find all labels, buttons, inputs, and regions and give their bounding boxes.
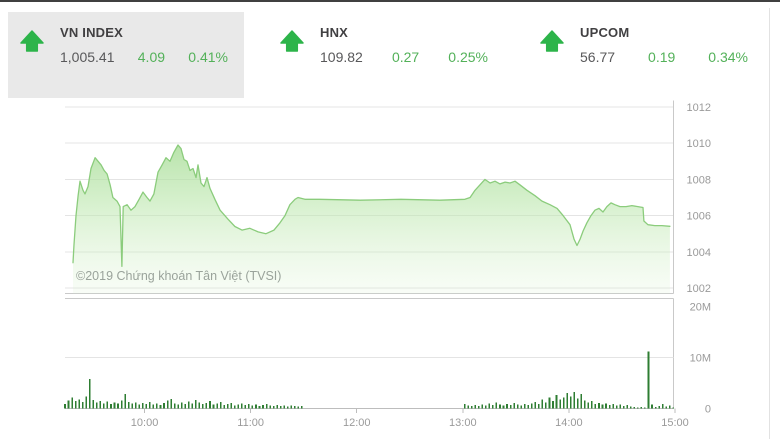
svg-text:1012: 1012	[687, 102, 711, 114]
svg-text:0: 0	[705, 404, 711, 416]
svg-text:13:00: 13:00	[449, 417, 477, 429]
up-arrow-icon	[20, 29, 44, 53]
svg-text:12:00: 12:00	[343, 417, 371, 429]
widget-right-edge	[769, 8, 770, 439]
index-summary-bar: VN INDEX 1,005.41 4.09 0.41% HNX 109.82 …	[8, 12, 764, 98]
svg-text:1006: 1006	[687, 211, 711, 223]
index-panel-upcom[interactable]: UPCOM 56.77 0.19 0.34%	[528, 12, 764, 98]
index-change: 4.09	[137, 49, 166, 65]
svg-text:1010: 1010	[687, 138, 711, 150]
index-name: VN INDEX	[60, 25, 124, 40]
svg-text:1002: 1002	[687, 283, 711, 295]
copyright-watermark: ©2019 Chứng khoán Tân Việt (TVSI)	[76, 269, 281, 283]
index-change: 0.19	[648, 49, 676, 65]
index-value: 56.77	[580, 49, 616, 65]
index-panel-hnx[interactable]: HNX 109.82 0.27 0.25%	[268, 12, 504, 98]
index-change: 0.27	[391, 49, 420, 65]
svg-text:11:00: 11:00	[237, 417, 264, 429]
index-value: 1,005.41	[60, 49, 115, 65]
index-percent: 0.34%	[708, 49, 748, 65]
index-name: UPCOM	[580, 25, 630, 40]
svg-text:14:00: 14:00	[555, 417, 583, 429]
svg-text:1004: 1004	[687, 247, 711, 259]
index-name: HNX	[320, 25, 349, 40]
index-value: 109.82	[320, 49, 363, 65]
up-arrow-icon	[280, 29, 304, 53]
svg-text:20M: 20M	[690, 302, 711, 314]
svg-text:10M: 10M	[690, 353, 711, 365]
index-panel-vn-index[interactable]: VN INDEX 1,005.41 4.09 0.41%	[8, 12, 244, 98]
svg-text:10:00: 10:00	[131, 417, 159, 429]
svg-text:15:00: 15:00	[661, 417, 689, 429]
up-arrow-icon	[540, 29, 564, 53]
svg-text:1008: 1008	[687, 174, 711, 186]
window-top-edge	[0, 0, 780, 2]
index-percent: 0.25%	[448, 49, 488, 65]
index-percent: 0.41%	[188, 49, 228, 65]
